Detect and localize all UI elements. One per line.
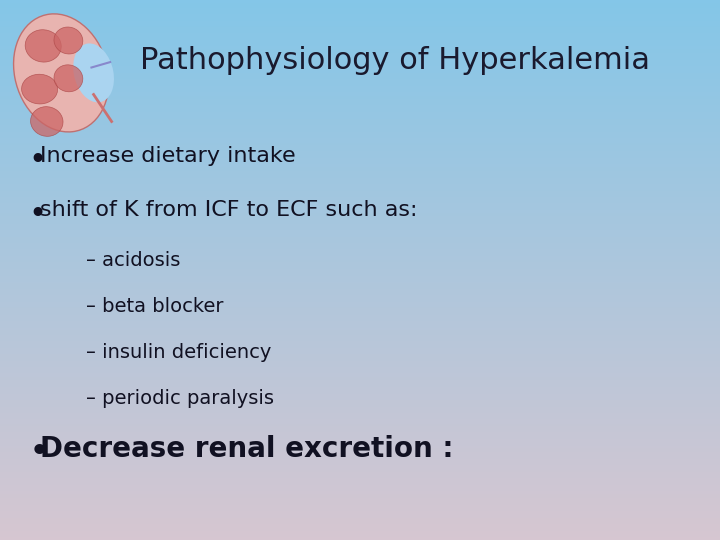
Ellipse shape (73, 43, 114, 103)
Text: Increase dietary intake: Increase dietary intake (40, 146, 295, 166)
Ellipse shape (54, 65, 83, 92)
Ellipse shape (25, 30, 61, 62)
Text: •: • (29, 200, 47, 229)
Text: – beta blocker: – beta blocker (86, 297, 224, 316)
Text: Pathophysiology of Hyperkalemia: Pathophysiology of Hyperkalemia (140, 46, 650, 75)
Ellipse shape (54, 27, 83, 54)
Ellipse shape (30, 107, 63, 136)
Text: – periodic paralysis: – periodic paralysis (86, 389, 274, 408)
Ellipse shape (22, 75, 58, 104)
Text: shift of K from ICF to ECF such as:: shift of K from ICF to ECF such as: (40, 200, 417, 220)
Text: Decrease renal excretion :: Decrease renal excretion : (40, 435, 453, 463)
Text: •: • (29, 435, 50, 469)
Text: – insulin deficiency: – insulin deficiency (86, 343, 271, 362)
Text: – acidosis: – acidosis (86, 251, 181, 270)
Text: •: • (29, 146, 47, 175)
Ellipse shape (14, 14, 109, 132)
